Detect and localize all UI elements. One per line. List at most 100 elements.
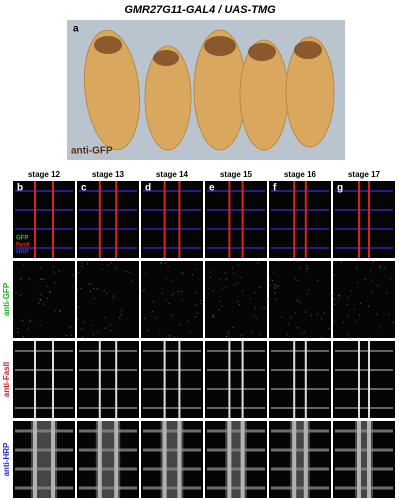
noise [28, 278, 30, 280]
noise [195, 304, 198, 306]
noise [81, 265, 83, 267]
micrograph-bg [141, 261, 203, 338]
noise [40, 278, 42, 280]
noise [96, 287, 98, 290]
noise [338, 298, 340, 300]
noise [378, 327, 380, 329]
noise [76, 288, 79, 290]
noise [333, 320, 335, 323]
noise [296, 260, 299, 262]
stage-label: stage 15 [220, 170, 253, 179]
noise [379, 265, 381, 267]
noise [376, 313, 378, 315]
noise [240, 334, 243, 336]
noise [109, 324, 111, 326]
noise [81, 336, 84, 338]
noise [109, 330, 112, 332]
noise [296, 300, 299, 302]
noise [117, 327, 119, 329]
noise [306, 268, 309, 270]
noise [310, 314, 312, 317]
noise [278, 260, 280, 262]
noise [327, 327, 330, 329]
noise [103, 289, 105, 291]
noise [120, 309, 123, 311]
noise [340, 261, 342, 263]
noise [29, 319, 31, 321]
noise [218, 308, 220, 310]
noise [93, 288, 95, 290]
noise [228, 333, 230, 335]
micrograph-bg [333, 181, 395, 258]
micrograph [141, 341, 203, 418]
noise [275, 298, 277, 300]
noise [280, 316, 283, 318]
noise [367, 305, 370, 308]
noise [274, 292, 276, 294]
noise [40, 267, 42, 269]
noise [71, 285, 73, 287]
noise [34, 287, 36, 289]
noise [171, 314, 173, 316]
noise [232, 326, 234, 329]
noise [65, 334, 67, 337]
merge-legend: FasII [16, 243, 30, 249]
row-label: anti-HRP [2, 442, 11, 476]
noise [273, 271, 275, 273]
noise [273, 283, 276, 286]
micrograph [77, 181, 139, 258]
neuropil [95, 421, 121, 498]
noise [227, 331, 230, 333]
noise [170, 279, 172, 281]
noise [15, 292, 17, 294]
noise [30, 320, 32, 322]
noise [231, 267, 233, 269]
noise [38, 302, 40, 304]
noise [338, 294, 340, 297]
noise [237, 264, 240, 266]
noise [207, 287, 209, 289]
noise [290, 317, 292, 319]
noise [195, 315, 197, 318]
noise [161, 292, 163, 294]
micrograph-bg [141, 181, 203, 258]
noise [106, 292, 108, 294]
noise [118, 317, 121, 319]
noise [142, 290, 144, 292]
noise [169, 336, 171, 338]
noise [333, 274, 335, 276]
noise [299, 301, 301, 303]
panel-a: a anti-GFP [67, 20, 345, 160]
noise [287, 323, 289, 325]
noise [48, 292, 51, 294]
noise [125, 270, 127, 273]
noise [54, 310, 56, 312]
noise [160, 262, 163, 264]
panel-letter: c [81, 183, 87, 194]
noise [212, 316, 214, 318]
noise [131, 280, 134, 282]
noise [209, 276, 211, 278]
noise [191, 274, 194, 276]
noise [196, 312, 198, 314]
noise [264, 307, 266, 309]
noise [120, 314, 122, 316]
noise [225, 286, 227, 288]
noise [347, 333, 349, 335]
noise [59, 310, 61, 312]
panel-caption: anti-GFP [71, 146, 113, 157]
noise [358, 314, 361, 316]
noise [333, 262, 335, 264]
micrograph [205, 261, 267, 338]
micrograph [268, 260, 331, 339]
panel-letter: g [337, 183, 343, 194]
noise [144, 317, 146, 319]
stage-label: stage 17 [348, 170, 381, 179]
noise [242, 289, 244, 292]
micrograph-bg [269, 341, 331, 418]
noise [86, 260, 88, 262]
noise [275, 285, 277, 287]
neuropil [31, 421, 57, 498]
noise [316, 280, 319, 282]
